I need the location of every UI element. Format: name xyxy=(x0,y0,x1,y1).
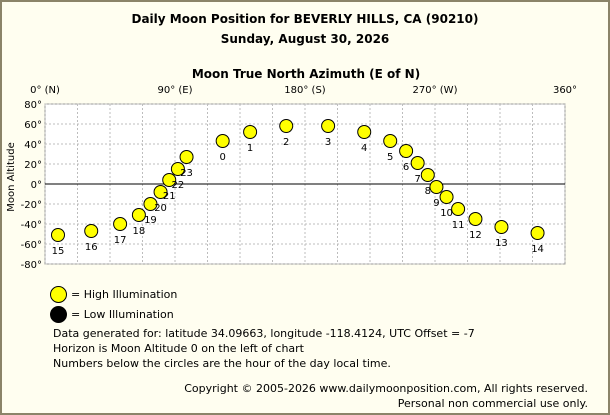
page-date: Sunday, August 30, 2026 xyxy=(220,32,390,46)
moon-point xyxy=(153,185,168,199)
grid xyxy=(44,103,566,265)
moon-point xyxy=(243,125,258,139)
y-tick-label: -40° xyxy=(21,220,42,231)
hour-label: 12 xyxy=(469,230,482,241)
info-hours: Numbers below the circles are the hour o… xyxy=(53,357,391,370)
y-tick-label: 60° xyxy=(24,120,42,131)
hour-label: 3 xyxy=(325,137,331,148)
legend-low: = Low Illumination xyxy=(50,306,174,323)
moon-point xyxy=(51,228,65,242)
hour-label: 5 xyxy=(387,152,393,163)
moon-point xyxy=(357,125,372,139)
x-tick-label: 360° xyxy=(553,85,577,96)
moon-point xyxy=(143,197,158,211)
hour-label: 18 xyxy=(133,226,146,237)
moon-point xyxy=(279,119,294,133)
moon-point xyxy=(399,144,414,158)
x-tick-label: 180° (S) xyxy=(284,85,326,96)
moon-point xyxy=(162,173,177,187)
hour-label: 1 xyxy=(247,143,253,154)
hour-label: 10 xyxy=(440,208,453,219)
chart-title: Moon True North Azimuth (E of N) xyxy=(192,67,420,81)
y-tick-label: 40° xyxy=(24,140,42,151)
y-tick-label: -60° xyxy=(21,240,42,251)
legend-high: = High Illumination xyxy=(50,286,177,303)
info-location: Data generated for: latitude 34.09663, l… xyxy=(53,327,475,340)
x-tick-label: 0° (N) xyxy=(30,85,60,96)
hour-label: 4 xyxy=(361,143,367,154)
hour-label: 13 xyxy=(495,238,508,249)
info-horizon: Horizon is Moon Altitude 0 on the left o… xyxy=(53,342,304,355)
hour-label: 17 xyxy=(114,235,127,246)
y-tick-label: 80° xyxy=(24,100,42,111)
hour-label: 19 xyxy=(144,215,157,226)
page-title: Daily Moon Position for BEVERLY HILLS, C… xyxy=(131,12,479,26)
hour-label: 15 xyxy=(52,246,65,257)
moon-point xyxy=(429,180,444,194)
hour-label: 16 xyxy=(85,242,98,253)
hour-label: 23 xyxy=(180,168,193,179)
moon-point xyxy=(383,134,398,148)
moon-point xyxy=(131,208,146,222)
moon-point xyxy=(439,190,454,204)
legend-high-label: = High Illumination xyxy=(71,288,178,301)
tick-labels: 0° (N) 90° (E) 180° (S) 270° (W) 360°80°60°4… xyxy=(21,85,577,271)
low-illumination-dot xyxy=(50,306,67,323)
hour-label: 22 xyxy=(172,180,185,191)
moon-point xyxy=(179,150,194,164)
hour-label: 6 xyxy=(403,162,409,173)
moon-point xyxy=(321,119,336,133)
moon-point xyxy=(468,212,483,226)
moon-point xyxy=(420,168,435,182)
moon-point xyxy=(530,226,545,240)
y-tick-label: 20° xyxy=(24,160,42,171)
hour-label: 21 xyxy=(163,191,176,202)
y-tick-label: 0° xyxy=(31,180,42,191)
hour-label: 0 xyxy=(219,152,225,163)
x-tick-label: 270° (W) xyxy=(413,85,458,96)
hour-label: 7 xyxy=(414,174,420,185)
moon-point xyxy=(215,134,230,148)
moon-point xyxy=(494,220,509,234)
moon-point xyxy=(170,162,185,176)
hour-label: 20 xyxy=(154,203,167,214)
hour-label: 9 xyxy=(433,198,439,209)
hour-label: 8 xyxy=(425,186,431,197)
hour-label: 11 xyxy=(452,220,465,231)
moon-point xyxy=(451,202,466,216)
moon-point xyxy=(113,217,128,231)
y-axis-label: Moon Altitude xyxy=(6,142,17,211)
y-tick-label: -80° xyxy=(21,260,42,271)
high-illumination-dot xyxy=(50,286,67,303)
moon-point xyxy=(84,224,99,238)
usage-notice: Personal non commercial use only. xyxy=(397,397,588,410)
copyright: Copyright © 2005-2026 www.dailymoonposit… xyxy=(184,382,588,395)
y-tick-label: -20° xyxy=(21,200,42,211)
legend-low-label: = Low Illumination xyxy=(71,308,174,321)
hour-label: 14 xyxy=(531,244,544,255)
hour-label: 2 xyxy=(283,137,289,148)
x-tick-label: 90° (E) xyxy=(157,85,192,96)
moon-point xyxy=(410,156,425,170)
